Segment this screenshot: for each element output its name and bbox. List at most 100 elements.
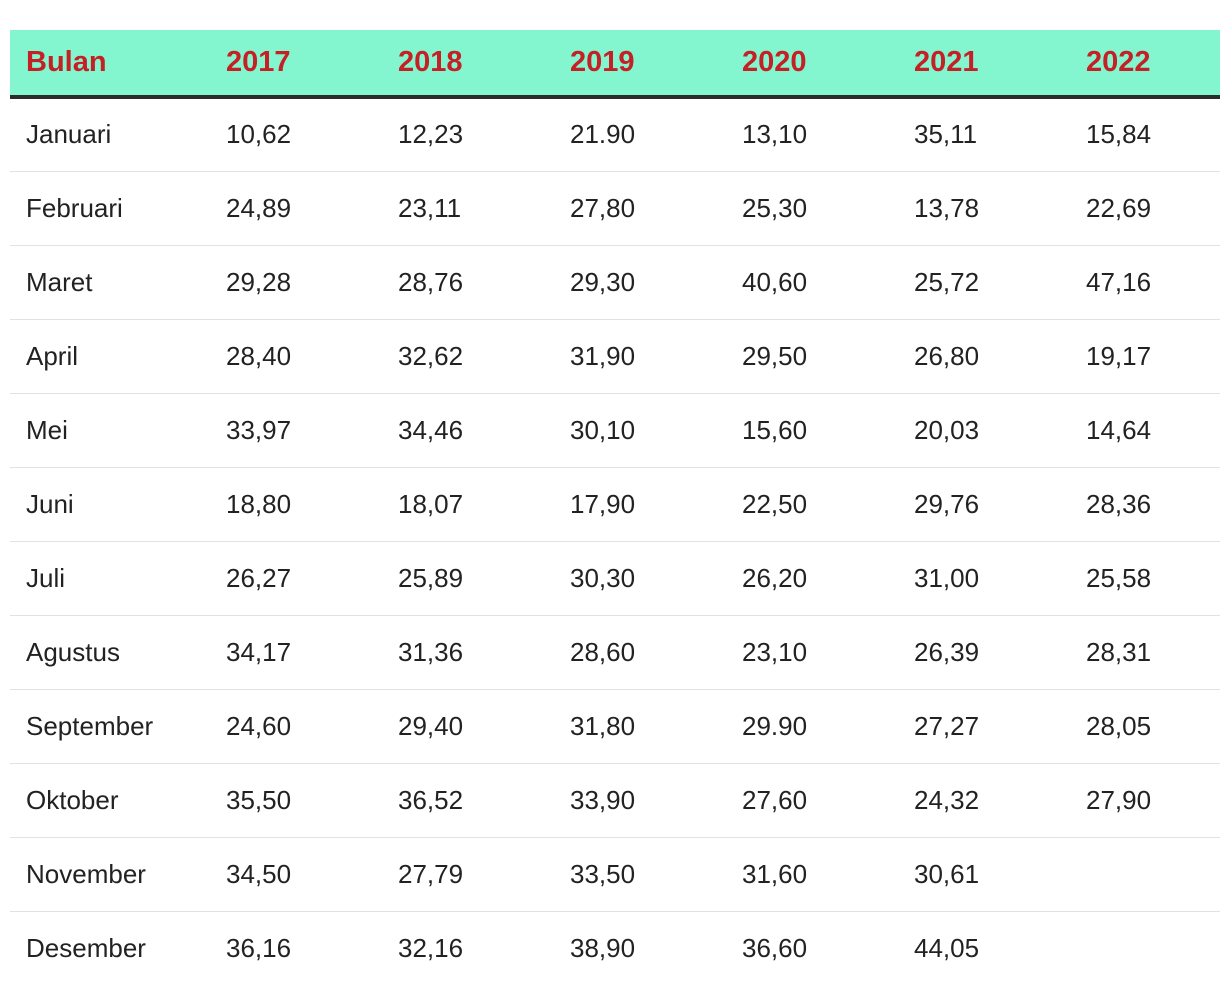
value-cell: 18,07 — [382, 467, 554, 542]
value-cell: 31,80 — [554, 689, 726, 764]
value-cell: 15,84 — [1070, 97, 1220, 172]
value-cell — [1070, 837, 1220, 912]
value-cell: 29,76 — [898, 467, 1070, 542]
value-cell: 26,39 — [898, 615, 1070, 690]
value-cell: 31,60 — [726, 837, 898, 912]
value-cell: 47,16 — [1070, 245, 1220, 320]
data-table-container: Bulan 2017 2018 2019 2020 2021 2022 Janu… — [10, 30, 1220, 985]
value-cell: 30,30 — [554, 541, 726, 616]
value-cell: 36,60 — [742, 932, 808, 963]
value-cell: 28,76 — [382, 245, 554, 320]
value-cell: 40,60 — [726, 245, 898, 320]
value-cell: 31,36 — [382, 615, 554, 690]
value-cell: 27,60 — [726, 763, 898, 838]
value-cell: 27,27 — [898, 689, 1070, 764]
month-cell: Juli — [10, 541, 210, 616]
value-cell: 13,78 — [898, 171, 1070, 246]
value-cell: 25,72 — [898, 245, 1070, 320]
value-cell: 33,50 — [554, 837, 726, 912]
value-cell: 34,50 — [210, 837, 382, 912]
monthly-data-table: Bulan 2017 2018 2019 2020 2021 2022 Janu… — [10, 30, 1220, 985]
table-row: Mei 33,97 34,46 30,10 15,60 20,03 14,64 — [10, 393, 1220, 468]
table-row: April 28,40 32,62 31,90 29,50 26,80 19,17 — [10, 319, 1220, 394]
value-cell: 29,40 — [382, 689, 554, 764]
header-cell-year: 2017 — [210, 30, 382, 99]
value-cell: 26,27 — [210, 541, 382, 616]
value-cell: 12,23 — [382, 97, 554, 172]
month-cell: Mei — [10, 393, 210, 468]
header-row: Bulan 2017 2018 2019 2020 2021 2022 — [10, 30, 1220, 99]
value-cell: 10,62 — [210, 97, 382, 172]
value-cell: 28,36 — [1070, 467, 1220, 542]
value-cell: 23,10 — [726, 615, 898, 690]
header-cell-year: 2021 — [898, 30, 1070, 99]
value-cell: 24,89 — [210, 171, 382, 246]
value-cell: 22,69 — [1070, 171, 1220, 246]
value-cell: 29,28 — [210, 245, 382, 320]
header-cell-year: 2019 — [554, 30, 726, 99]
month-cell: Desember — [26, 932, 146, 963]
value-cell: 36,52 — [382, 763, 554, 838]
value-cell: 30,10 — [554, 393, 726, 468]
table-row: Februari 24,89 23,11 27,80 25,30 13,78 22,69 — [10, 171, 1220, 246]
table-row: Agustus 34,17 31,36 28,60 23,10 26,39 28,31 — [10, 615, 1220, 690]
value-cell: 23,11 — [382, 171, 554, 246]
value-cell: 19,17 — [1070, 319, 1220, 394]
value-cell: 30,61 — [898, 837, 1070, 912]
value-cell: 14,64 — [1070, 393, 1220, 468]
table-header: Bulan 2017 2018 2019 2020 2021 2022 — [10, 30, 1220, 99]
value-cell: 29,50 — [726, 319, 898, 394]
month-cell: November — [10, 837, 210, 912]
value-cell: 36,16 — [226, 932, 292, 963]
value-cell: 28,05 — [1070, 689, 1220, 764]
value-cell: 31,90 — [554, 319, 726, 394]
header-cell-year: 2022 — [1070, 30, 1220, 99]
value-cell: 34,46 — [382, 393, 554, 468]
value-cell: 26,20 — [726, 541, 898, 616]
value-cell: 25,89 — [382, 541, 554, 616]
table-row: Juli 26,27 25,89 30,30 26,20 31,00 25,58 — [10, 541, 1220, 616]
value-cell — [1070, 911, 1220, 985]
value-cell: 22,50 — [726, 467, 898, 542]
value-cell: 21.90 — [554, 97, 726, 172]
table-row: Desember 36,16 32,16 38,90 36,60 44,05 — [10, 911, 1220, 985]
value-cell: 15,60 — [726, 393, 898, 468]
value-cell: 31,00 — [898, 541, 1070, 616]
value-cell: 32,62 — [382, 319, 554, 394]
value-cell: 25,30 — [726, 171, 898, 246]
value-cell: 27,90 — [1070, 763, 1220, 838]
header-cell-year: 2018 — [382, 30, 554, 99]
value-cell: 28,31 — [1070, 615, 1220, 690]
value-cell: 26,80 — [898, 319, 1070, 394]
value-cell: 28,60 — [554, 615, 726, 690]
value-cell: 35,50 — [210, 763, 382, 838]
month-cell: Juni — [10, 467, 210, 542]
value-cell: 32,16 — [398, 932, 464, 963]
value-cell: 18,80 — [210, 467, 382, 542]
table-row: Maret 29,28 28,76 29,30 40,60 25,72 47,16 — [10, 245, 1220, 320]
value-cell: 17,90 — [554, 467, 726, 542]
table-row: September 24,60 29,40 31,80 29.90 27,27 28,05 — [10, 689, 1220, 764]
value-cell: 33,97 — [210, 393, 382, 468]
value-cell: 44,05 — [914, 932, 980, 963]
month-cell: Oktober — [10, 763, 210, 838]
value-cell: 33,90 — [554, 763, 726, 838]
value-cell: 13,10 — [726, 97, 898, 172]
month-cell: Januari — [10, 97, 210, 172]
value-cell: 29,30 — [554, 245, 726, 320]
value-cell: 38,90 — [570, 932, 636, 963]
value-cell: 35,11 — [898, 97, 1070, 172]
value-cell: 29.90 — [726, 689, 898, 764]
month-cell: Februari — [10, 171, 210, 246]
month-cell: Agustus — [10, 615, 210, 690]
month-cell: April — [10, 319, 210, 394]
value-cell: 28,40 — [210, 319, 382, 394]
value-cell: 27,80 — [554, 171, 726, 246]
header-cell-month: Bulan — [10, 30, 210, 99]
table-row: Oktober 35,50 36,52 33,90 27,60 24,32 27,90 — [10, 763, 1220, 838]
month-cell: Maret — [10, 245, 210, 320]
value-cell: 34,17 — [210, 615, 382, 690]
value-cell: 20,03 — [898, 393, 1070, 468]
table-row: November 34,50 27,79 33,50 31,60 30,61 — [10, 837, 1220, 912]
value-cell: 27,79 — [382, 837, 554, 912]
